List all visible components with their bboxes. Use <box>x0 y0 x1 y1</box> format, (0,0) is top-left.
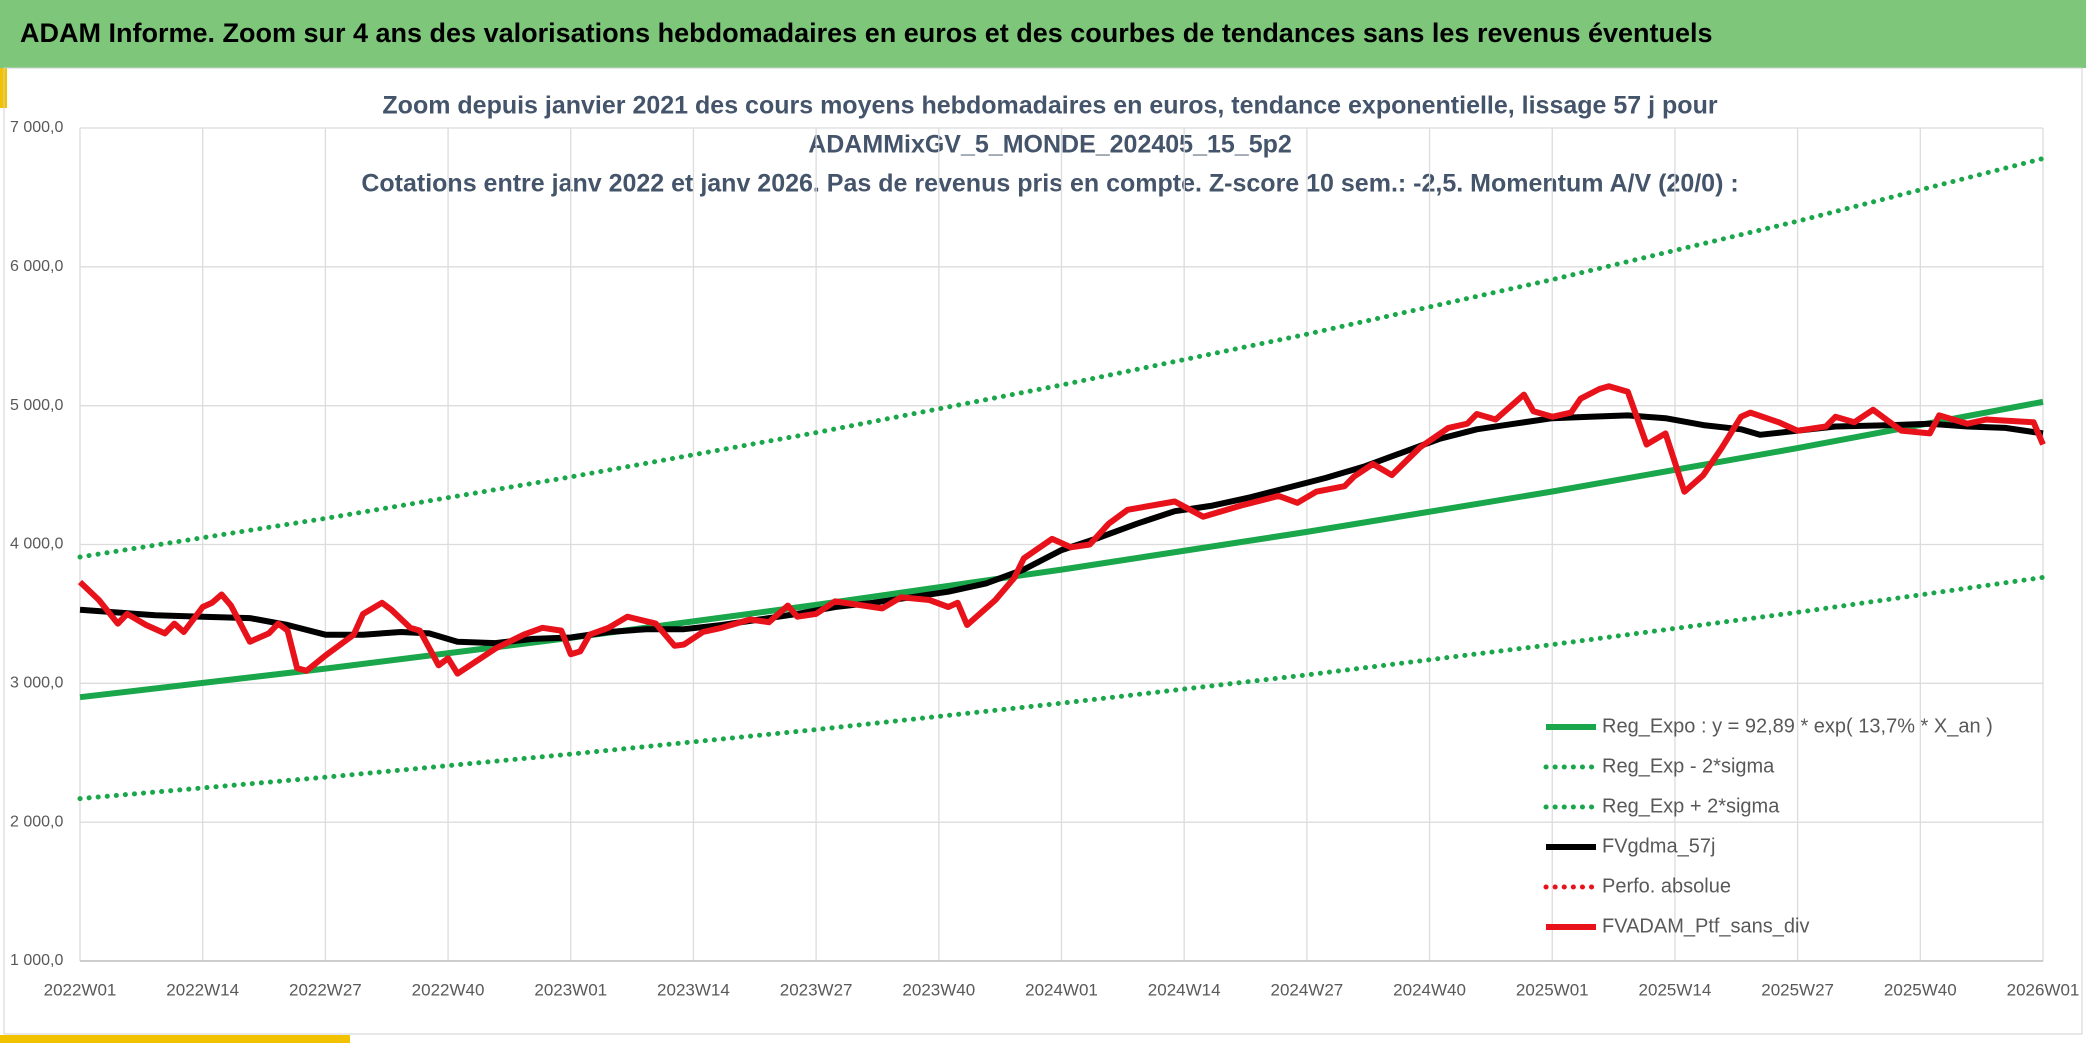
chart-frame <box>3 67 2083 1035</box>
legend-label: FVgdma_57j <box>1602 835 1715 857</box>
y-tick-label: 4 000,0 <box>10 536 63 553</box>
x-tick-label: 2022W27 <box>289 980 362 999</box>
x-tick-label: 2025W40 <box>1884 980 1957 999</box>
x-tick-label: 2022W14 <box>166 980 239 999</box>
series-line <box>77 383 2046 677</box>
x-tick-label: 2025W27 <box>1761 980 1834 999</box>
accent <box>0 1035 350 1043</box>
x-tick-label: 2024W01 <box>1025 980 1098 999</box>
x-tick-label: 2025W01 <box>1516 980 1589 999</box>
legend-label: Reg_Exp + 2*sigma <box>1602 795 1780 817</box>
chart-title: Zoom depuis janvier 2021 des cours moyen… <box>382 92 1717 120</box>
x-tick-label: 2022W40 <box>412 980 485 999</box>
legend-label: Perfo. absolue <box>1602 875 1731 897</box>
x-tick-label: 2025W14 <box>1639 980 1712 999</box>
y-tick-label: 2 000,0 <box>10 813 63 830</box>
x-tick-label: 2023W40 <box>902 980 975 999</box>
series-line <box>79 398 2044 701</box>
x-tick-label: 2023W27 <box>780 980 853 999</box>
series-line <box>77 574 2046 802</box>
chart-title: ADAMMixGV_5_MONDE_202405_15_5p2 <box>808 131 1292 159</box>
legend-label: Reg_Exp - 2*sigma <box>1602 755 1775 777</box>
plot: Zoom depuis janvier 2021 des cours moyen… <box>10 92 2079 1000</box>
x-tick-label: 2024W40 <box>1393 980 1466 999</box>
legend-label: FVADAM_Ptf_sans_div <box>1602 915 1810 937</box>
y-tick-label: 5 000,0 <box>10 397 63 414</box>
y-tick-label: 7 000,0 <box>10 119 63 136</box>
x-tick-label: 2024W27 <box>1270 980 1343 999</box>
chart-title: Cotations entre janv 2022 et janv 2026. … <box>361 170 1738 198</box>
legend-label: Reg_Expo : y = 92,89 * exp( 13,7% * X_an… <box>1602 715 1993 737</box>
header-band <box>0 0 2086 68</box>
y-tick-label: 3 000,0 <box>10 675 63 692</box>
header-title: ADAM Informe. Zoom sur 4 ans des valoris… <box>20 18 1713 48</box>
x-tick-label: 2022W01 <box>44 980 117 999</box>
x-tick-label: 2023W14 <box>657 980 730 999</box>
x-tick-label: 2023W01 <box>534 980 607 999</box>
y-tick-label: 1 000,0 <box>10 952 63 969</box>
y-tick-label: 6 000,0 <box>10 258 63 275</box>
x-tick-label: 2026W01 <box>2007 980 2080 999</box>
series-line <box>77 156 2046 560</box>
x-tick-label: 2024W14 <box>1148 980 1221 999</box>
